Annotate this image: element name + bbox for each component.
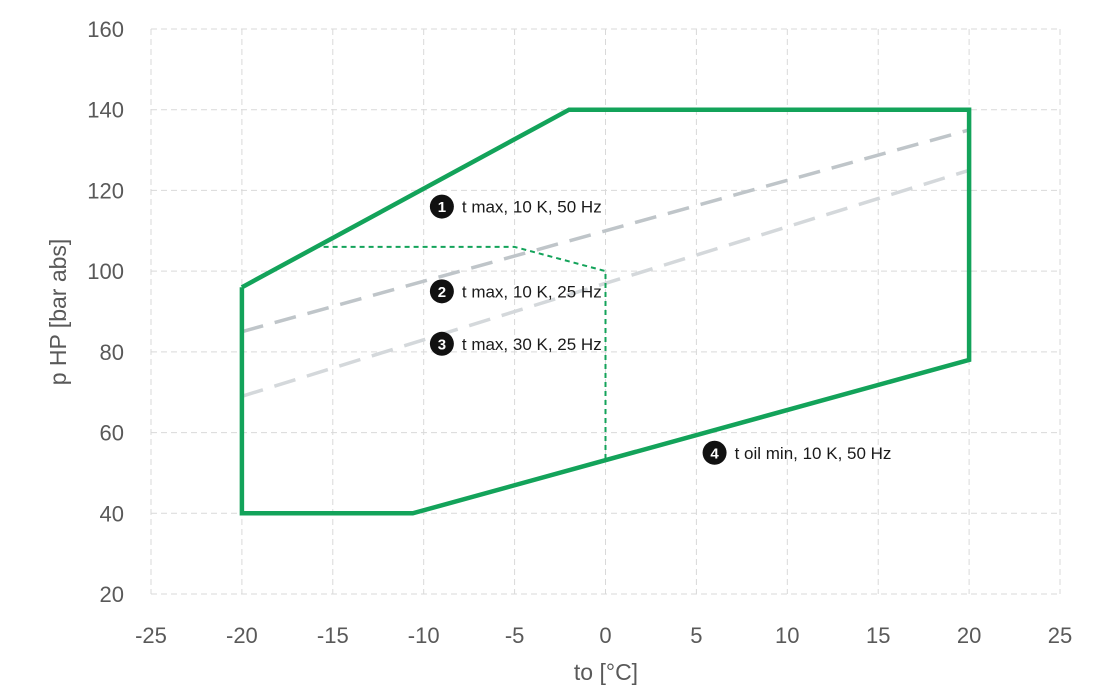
annotation-marker [429, 331, 454, 356]
x-tick-label: -25 [135, 623, 167, 648]
x-tick-label: -5 [505, 623, 525, 648]
x-tick-label: 20 [957, 623, 981, 648]
y-tick-label: 100 [87, 259, 124, 284]
annotation-marker [429, 279, 454, 304]
series-line-dashed-green [314, 245, 607, 461]
tick-labels: -25 -20 -15 -10 -5 0 5 10 15 20 252040608010012014… [87, 17, 1072, 648]
y-axis-title: p HP [bar abs] [45, 239, 71, 386]
y-tick-label: 140 [87, 98, 124, 123]
y-tick-label: 80 [100, 340, 124, 365]
x-tick-label: 25 [1048, 623, 1072, 648]
x-tick-label: 0 [599, 623, 611, 648]
annotation-number: 3 [438, 336, 446, 353]
x-tick-label: 5 [690, 623, 702, 648]
x-tick-label: -15 [317, 623, 349, 648]
annotation-2: 2 t max, 10 K, 25 Hz [429, 279, 602, 304]
annotation-marker [429, 194, 454, 219]
annotation-number: 1 [438, 199, 446, 216]
x-tick-label: 15 [866, 623, 890, 648]
y-tick-label: 20 [100, 582, 124, 607]
annotation-number: 2 [438, 284, 446, 301]
y-tick-label: 160 [87, 17, 124, 42]
y-tick-label: 120 [87, 178, 124, 203]
annotation-number: 4 [710, 445, 719, 462]
annotation-text: t max, 10 K, 25 Hz [462, 282, 602, 301]
annotation-3: 3 t max, 30 K, 25 Hz [429, 331, 602, 356]
annotation-1: 1 t max, 10 K, 50 Hz [429, 194, 602, 219]
x-tick-label: 10 [775, 623, 799, 648]
annotation-4: 4 t oil min, 10 K, 50 Hz [702, 440, 892, 465]
y-tick-label: 40 [100, 501, 124, 526]
x-tick-label: -10 [408, 623, 440, 648]
annotation-text: t oil min, 10 K, 50 Hz [735, 444, 892, 463]
annotation-text: t max, 10 K, 50 Hz [462, 198, 602, 217]
series-line-solid-green [239, 107, 972, 516]
annotation-text: t max, 30 K, 25 Hz [462, 335, 602, 354]
series-layer [239, 107, 972, 516]
x-tick-label: -20 [226, 623, 258, 648]
x-axis-title: to [°C] [574, 659, 638, 685]
series-line-dashed-gray-dark [241, 128, 970, 334]
annotation-marker [702, 440, 727, 465]
y-tick-label: 60 [100, 421, 124, 446]
